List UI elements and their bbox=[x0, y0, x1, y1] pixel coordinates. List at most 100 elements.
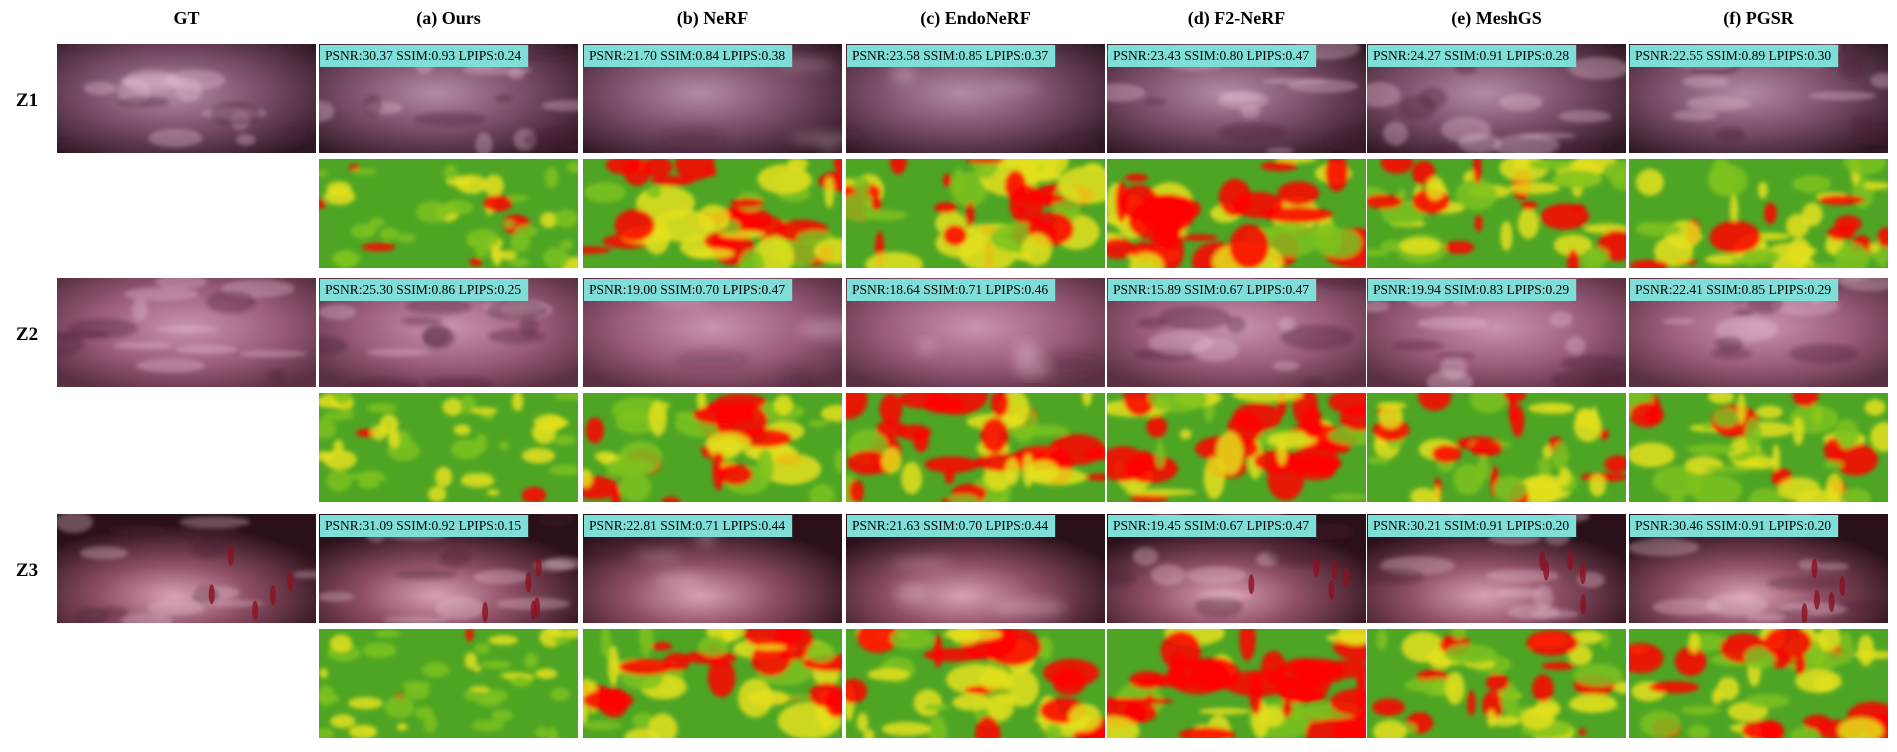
error-blob bbox=[754, 644, 787, 651]
metric-label: PSNR:15.89 SSIM:0.67 LPIPS:0.47 bbox=[1113, 282, 1309, 297]
error-blob bbox=[1709, 220, 1761, 254]
error-blob bbox=[1730, 256, 1762, 265]
error-blob bbox=[1787, 237, 1811, 268]
error-blob bbox=[1425, 176, 1445, 201]
error-map bbox=[319, 629, 578, 738]
error-blob bbox=[1443, 240, 1475, 255]
error-blob bbox=[379, 227, 399, 241]
error-blob bbox=[1473, 159, 1482, 184]
error-blob bbox=[1376, 629, 1388, 651]
error-blob bbox=[1713, 408, 1740, 427]
error-detail bbox=[583, 393, 842, 502]
tissue-highlight bbox=[292, 570, 316, 579]
error-blob bbox=[330, 714, 356, 729]
error-blob bbox=[434, 466, 453, 488]
error-blob bbox=[583, 246, 612, 254]
error-blob bbox=[319, 728, 334, 738]
error-blob bbox=[384, 696, 415, 719]
image-detail bbox=[1367, 57, 1626, 153]
error-blob bbox=[547, 726, 558, 738]
error-blob bbox=[1037, 636, 1053, 661]
tissue-highlight bbox=[846, 130, 865, 142]
error-blob bbox=[1792, 393, 1819, 408]
error-blob bbox=[809, 483, 835, 502]
error-blob bbox=[1681, 705, 1721, 715]
error-blob bbox=[460, 473, 495, 488]
metric-label: PSNR:21.63 SSIM:0.70 LPIPS:0.44 bbox=[852, 518, 1048, 533]
error-blob bbox=[761, 453, 822, 485]
blood-spot bbox=[1811, 558, 1818, 579]
tissue-highlight bbox=[124, 287, 199, 301]
error-blob bbox=[927, 393, 988, 416]
error-blob bbox=[548, 629, 562, 636]
tissue-highlight bbox=[108, 524, 165, 535]
error-blob bbox=[1318, 660, 1366, 679]
error-blob bbox=[548, 464, 578, 476]
error-detail bbox=[1107, 629, 1366, 738]
metric-box bbox=[1108, 279, 1317, 301]
error-blob bbox=[475, 692, 503, 707]
tissue-highlight bbox=[675, 352, 750, 367]
error-blob bbox=[1072, 728, 1105, 738]
image-cell bbox=[846, 393, 1105, 502]
metric-box bbox=[320, 45, 529, 67]
blood-spot bbox=[269, 585, 276, 606]
error-blob bbox=[1578, 728, 1587, 736]
tissue-highlight bbox=[783, 369, 810, 387]
error-blob bbox=[396, 233, 416, 243]
tissue-highlight bbox=[1558, 110, 1612, 123]
error-blob bbox=[1274, 658, 1332, 703]
error-blob bbox=[1824, 460, 1844, 469]
metric-box bbox=[1108, 45, 1317, 67]
tissue-highlight bbox=[1495, 587, 1544, 598]
blood-spot bbox=[482, 601, 489, 622]
tissue-highlight bbox=[439, 549, 471, 568]
error-blob bbox=[1469, 393, 1507, 414]
metric-label: PSNR:22.81 SSIM:0.71 LPIPS:0.44 bbox=[589, 518, 785, 533]
tissue-highlight bbox=[1056, 135, 1101, 153]
error-blob bbox=[619, 472, 652, 502]
error-blob bbox=[1178, 234, 1219, 241]
error-blob bbox=[1636, 168, 1664, 196]
tissue-highlight bbox=[1848, 125, 1888, 146]
error-blob bbox=[566, 161, 578, 173]
error-blob bbox=[550, 687, 571, 701]
error-blob bbox=[1648, 681, 1700, 694]
error-blob bbox=[1119, 184, 1160, 221]
error-blob bbox=[1686, 444, 1736, 455]
error-blob bbox=[1551, 170, 1603, 189]
tissue-highlight bbox=[1416, 316, 1488, 330]
error-blob bbox=[1601, 630, 1610, 649]
error-blob bbox=[648, 713, 678, 738]
error-blob bbox=[471, 720, 505, 732]
error-blob bbox=[871, 195, 882, 211]
error-blob bbox=[808, 420, 829, 427]
error-blob bbox=[374, 630, 401, 638]
error-blob bbox=[1232, 191, 1284, 218]
tissue-highlight bbox=[1766, 576, 1840, 591]
error-blob bbox=[1282, 700, 1293, 719]
error-blob bbox=[503, 220, 515, 228]
error-blob bbox=[510, 232, 531, 253]
metric-box bbox=[847, 515, 1056, 537]
error-blob bbox=[554, 209, 578, 228]
error-blob bbox=[1145, 694, 1154, 702]
row-label: Z1 bbox=[16, 90, 38, 111]
error-blob bbox=[696, 393, 707, 411]
tissue-highlight bbox=[789, 133, 842, 145]
error-blob bbox=[1146, 415, 1168, 438]
error-blob bbox=[1331, 669, 1345, 677]
tissue-highlight bbox=[523, 128, 578, 153]
tissue-highlight bbox=[1565, 336, 1586, 355]
error-detail bbox=[319, 629, 578, 738]
error-blob bbox=[1691, 633, 1726, 652]
tissue-highlight bbox=[123, 69, 180, 94]
error-blob bbox=[675, 159, 715, 181]
tissue-highlight bbox=[1367, 82, 1401, 108]
error-blob bbox=[1124, 173, 1149, 182]
error-blob bbox=[1777, 477, 1821, 502]
tissue-highlight bbox=[1315, 278, 1366, 290]
error-blob bbox=[329, 634, 353, 653]
error-blob bbox=[423, 714, 437, 734]
tissue-highlight bbox=[1367, 566, 1426, 585]
